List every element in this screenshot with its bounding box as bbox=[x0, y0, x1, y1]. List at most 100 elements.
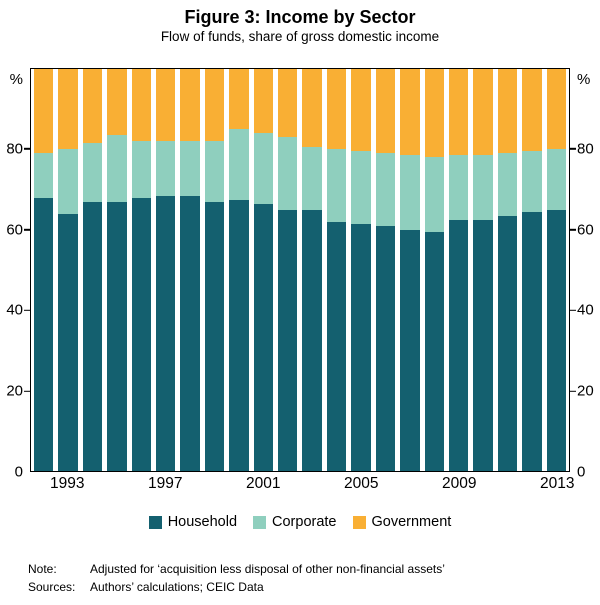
bar-segment-government bbox=[302, 69, 322, 148]
legend-item-household: Household bbox=[148, 514, 237, 530]
bar-segment-government bbox=[375, 69, 396, 154]
bar-segment-household bbox=[229, 199, 249, 471]
x-axis-labels: 1993 1997 2001 2005 2009 2013 bbox=[30, 475, 574, 495]
notes: Note: Adjusted for ‘acquisition less disp… bbox=[28, 560, 585, 596]
bar-segment-household bbox=[156, 195, 176, 471]
bar-segment-corporate bbox=[375, 153, 396, 226]
bar-segment-corporate bbox=[546, 149, 566, 210]
bar-segment-corporate bbox=[522, 151, 542, 212]
bar-2006 bbox=[375, 69, 396, 471]
x-label-slot bbox=[180, 475, 200, 495]
x-tick-label: 2009 bbox=[442, 475, 477, 492]
bar-segment-household bbox=[497, 215, 518, 471]
y-tick-label: 40 bbox=[577, 301, 594, 319]
y-axis-right: 0 20 40 60 80% bbox=[570, 68, 600, 480]
bar-2005 bbox=[351, 69, 371, 471]
y-tick-label: 20 bbox=[6, 382, 23, 400]
bar-1998 bbox=[180, 69, 200, 471]
bar-2009 bbox=[448, 69, 469, 471]
bar-segment-household bbox=[375, 225, 396, 471]
bar-segment-household bbox=[180, 195, 200, 471]
bar-segment-household bbox=[278, 209, 298, 471]
bar-segment-corporate bbox=[497, 153, 518, 216]
y-axis-unit: % bbox=[9, 71, 23, 88]
bar-segment-household bbox=[546, 209, 566, 471]
bar-segment-corporate bbox=[58, 149, 78, 214]
bar-segment-corporate bbox=[473, 155, 493, 220]
x-label-slot bbox=[82, 475, 102, 495]
bar-segment-corporate bbox=[326, 149, 347, 222]
bar-segment-government bbox=[34, 69, 54, 154]
note-label: Note: bbox=[28, 562, 57, 576]
bar-segment-corporate bbox=[82, 143, 103, 202]
bar-segment-government bbox=[424, 69, 444, 158]
y-tick-label: 80 bbox=[6, 140, 23, 158]
y-tick-mark bbox=[570, 309, 576, 312]
bar-2000 bbox=[229, 69, 249, 471]
bar-segment-household bbox=[473, 219, 493, 471]
bar-segment-government bbox=[448, 69, 469, 156]
bar-segment-government bbox=[107, 69, 127, 136]
chart-title: Figure 3: Income by Sector bbox=[184, 7, 416, 27]
x-label-slot: 2005 bbox=[344, 475, 378, 495]
bar-segment-household bbox=[522, 211, 542, 471]
legend-item-government: Government bbox=[352, 514, 451, 530]
x-label-slot bbox=[205, 475, 225, 495]
bar-1993 bbox=[58, 69, 78, 471]
legend: Household Corporate Government bbox=[0, 514, 600, 530]
plot-area bbox=[30, 68, 570, 472]
x-tick-label: 2013 bbox=[540, 475, 575, 492]
x-tick-label: 1993 bbox=[50, 475, 85, 492]
y-tick-mark bbox=[24, 309, 30, 312]
bar-segment-household bbox=[34, 197, 54, 471]
bar-segment-corporate bbox=[448, 155, 469, 220]
y-tick-label: 60 bbox=[6, 221, 23, 239]
x-tick-label: 2001 bbox=[246, 475, 281, 492]
bar-segment-household bbox=[448, 219, 469, 471]
bar-segment-corporate bbox=[253, 133, 274, 204]
bar-segment-government bbox=[326, 69, 347, 150]
y-tick-label: 40 bbox=[6, 301, 23, 319]
bar-segment-corporate bbox=[107, 135, 127, 202]
bar-segment-corporate bbox=[34, 153, 54, 198]
bar-segment-household bbox=[351, 223, 371, 471]
y-tick-mark bbox=[570, 148, 576, 150]
bar-1995 bbox=[107, 69, 127, 471]
y-tick-label: 80 bbox=[577, 140, 594, 158]
bar-segment-government bbox=[156, 69, 176, 142]
x-label-slot bbox=[376, 475, 396, 495]
bar-segment-household bbox=[131, 197, 152, 471]
bar-segment-household bbox=[400, 229, 420, 471]
x-label-slot bbox=[499, 475, 519, 495]
y-tick-mark bbox=[570, 390, 576, 392]
legend-swatch bbox=[148, 515, 162, 529]
bar-segment-household bbox=[204, 201, 225, 471]
legend-swatch bbox=[253, 515, 267, 529]
bar-segment-household bbox=[58, 213, 78, 471]
bar-2011 bbox=[497, 69, 518, 471]
x-label-slot: 2013 bbox=[540, 475, 574, 495]
bar-segment-government bbox=[351, 69, 371, 152]
x-label-slot bbox=[107, 475, 127, 495]
bar-segment-corporate bbox=[156, 141, 176, 196]
bar-segment-corporate bbox=[180, 141, 200, 196]
note-text: Adjusted for ‘acquisition less disposal … bbox=[90, 562, 445, 576]
bar-2001 bbox=[253, 69, 274, 471]
bar-segment-government bbox=[253, 69, 274, 134]
legend-item-corporate: Corporate bbox=[253, 514, 337, 530]
bar-segment-government bbox=[473, 69, 493, 156]
bar-segment-government bbox=[204, 69, 225, 142]
x-label-slot bbox=[474, 475, 494, 495]
y-tick-label: 0 bbox=[577, 463, 586, 481]
bar-segment-government bbox=[180, 69, 200, 142]
x-label-slot: 2001 bbox=[246, 475, 280, 495]
bar-segment-government bbox=[131, 69, 152, 142]
y-tick-label: 20 bbox=[577, 382, 594, 400]
note-label: Sources: bbox=[28, 580, 76, 594]
bar-segment-government bbox=[546, 69, 566, 150]
bar-1992 bbox=[34, 69, 54, 471]
bar-2012 bbox=[522, 69, 542, 471]
bar-segment-government bbox=[497, 69, 518, 154]
y-axis-unit: % bbox=[577, 71, 591, 88]
